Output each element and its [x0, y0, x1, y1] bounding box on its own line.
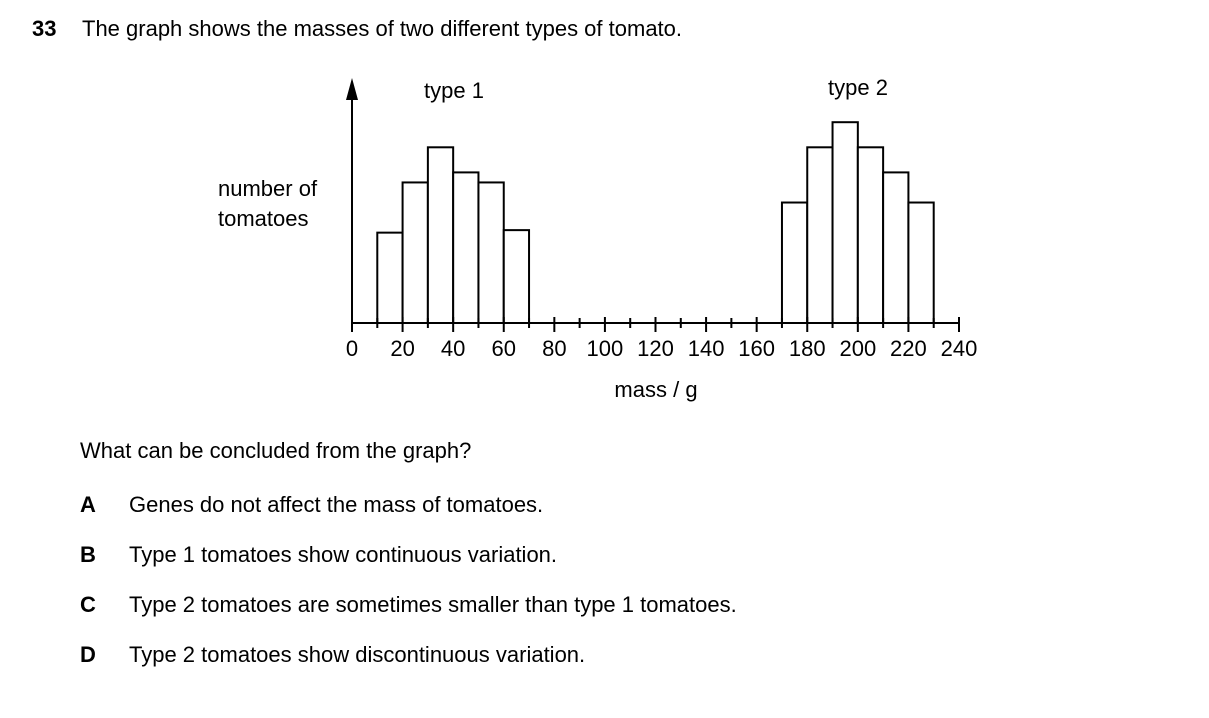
- x-tick-label-100: 100: [587, 336, 624, 361]
- y-axis-arrow: [346, 78, 358, 100]
- option-b[interactable]: B Type 1 tomatoes show continuous variati…: [80, 542, 557, 568]
- question-text: The graph shows the masses of two differ…: [82, 16, 683, 41]
- x-tick-label-200: 200: [839, 336, 876, 361]
- series-label-type-2: type 2: [828, 75, 888, 100]
- question-prompt: What can be concluded from the graph?: [80, 438, 472, 463]
- option-d[interactable]: D Type 2 tomatoes show discontinuous vari…: [80, 642, 585, 668]
- y-axis-label-line-2: tomatoes: [218, 206, 309, 231]
- bar-series-1-bin-40-50: [452, 171, 480, 324]
- option-c-text: Type 2 tomatoes are sometimes smaller th…: [129, 592, 737, 617]
- bar-series-2-bin-170-180: [780, 201, 809, 325]
- x-tick-label-40: 40: [441, 336, 465, 361]
- x-tick-label-80: 80: [542, 336, 566, 361]
- x-tick-label-160: 160: [738, 336, 775, 361]
- bars-layer: [376, 121, 935, 325]
- bar-series-1-bin-20-30: [401, 181, 429, 324]
- option-a-letter: A: [80, 492, 96, 517]
- bar-series-1-bin-50-60: [477, 181, 505, 324]
- x-tick-label-20: 20: [390, 336, 414, 361]
- x-tick-label-240: 240: [941, 336, 978, 361]
- ticks-layer: 0 20 40 60 80 100 120 140 160 180 200 220 240: [346, 317, 977, 361]
- option-c[interactable]: C Type 2 tomatoes are sometimes smaller t…: [80, 592, 737, 618]
- option-c-letter: C: [80, 592, 96, 617]
- x-tick-label-220: 220: [890, 336, 927, 361]
- option-b-letter: B: [80, 542, 96, 567]
- x-tick-label-0: 0: [346, 336, 358, 361]
- bar-series-1-bin-30-40: [426, 146, 455, 324]
- bar-series-2-bin-190-200: [831, 121, 859, 324]
- option-a-text: Genes do not affect the mass of tomatoes…: [129, 492, 544, 517]
- series-label-type-1: type 1: [424, 78, 484, 103]
- x-tick-label-180: 180: [789, 336, 826, 361]
- option-d-text: Type 2 tomatoes show discontinuous varia…: [129, 642, 586, 667]
- histogram-chart: 0 20 40 60 80 100 120 140 160 180 200 220 240 number…: [218, 75, 977, 402]
- bar-series-1-bin-10-20: [376, 231, 404, 324]
- bar-series-1-bin-60-70: [502, 229, 531, 325]
- option-a[interactable]: A Genes do not affect the mass of tomatoe…: [80, 492, 543, 518]
- bar-series-2-bin-210-220: [882, 171, 910, 324]
- question-number: 33: [32, 16, 57, 41]
- x-axis-label: mass / g: [614, 377, 697, 402]
- x-tick-label-60: 60: [492, 336, 516, 361]
- bar-series-2-bin-200-210: [856, 146, 885, 324]
- bar-series-2-bin-220-230: [907, 201, 935, 325]
- x-tick-label-140: 140: [688, 336, 725, 361]
- option-b-text: Type 1 tomatoes show continuous variatio…: [129, 542, 558, 567]
- bar-series-2-bin-180-190: [806, 146, 834, 324]
- y-axis-label-line-1: number of: [218, 176, 318, 201]
- option-d-letter: D: [80, 642, 96, 667]
- labels-layer: number of tomatoes mass / g type 1 type …: [218, 75, 888, 402]
- x-tick-label-120: 120: [637, 336, 674, 361]
